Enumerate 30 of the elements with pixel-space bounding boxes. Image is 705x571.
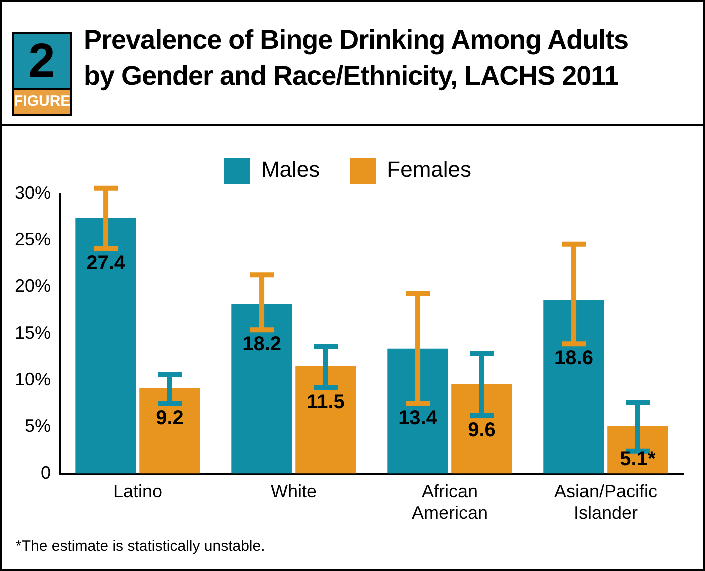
x-tick-label: White [271,482,318,502]
y-tick-label: 0 [41,462,52,483]
y-tick-label: 15% [14,322,52,343]
data-label: 18.6 [554,348,594,370]
legend-label: Females [387,157,472,182]
bar [76,218,136,474]
y-tick-label: 30% [14,182,52,203]
data-label: 11.5 [307,392,345,414]
bar [140,388,200,474]
y-tick-label: 5% [25,416,52,436]
bar [452,384,512,474]
bar [296,366,356,474]
data-label: 5.1* [620,448,656,470]
data-label: 27.4 [86,252,126,275]
data-label: 18.2 [242,334,282,356]
chart-title: Prevalence of Binge Drinking Among Adults by Gender and Race/Ethnicity, LACHS 2011 [84,24,630,93]
bar [388,348,448,474]
data-label: 9.2 [156,407,184,430]
x-tick-label: Latino [114,482,163,502]
x-tick-label: African American [412,482,488,524]
y-tick-label: 10% [14,370,52,390]
x-tick-label: Asian/Pacific Islander [554,482,658,524]
text: *The estimate is statistically unstable. [16,538,266,555]
data-label: 9.6 [468,419,496,442]
y-tick-label: 20% [14,276,52,296]
data-label: 13.4 [398,407,438,430]
y-tick-label: 25% [14,230,52,250]
bar [544,300,604,474]
bar [232,304,292,474]
legend-label: Males [261,157,320,182]
